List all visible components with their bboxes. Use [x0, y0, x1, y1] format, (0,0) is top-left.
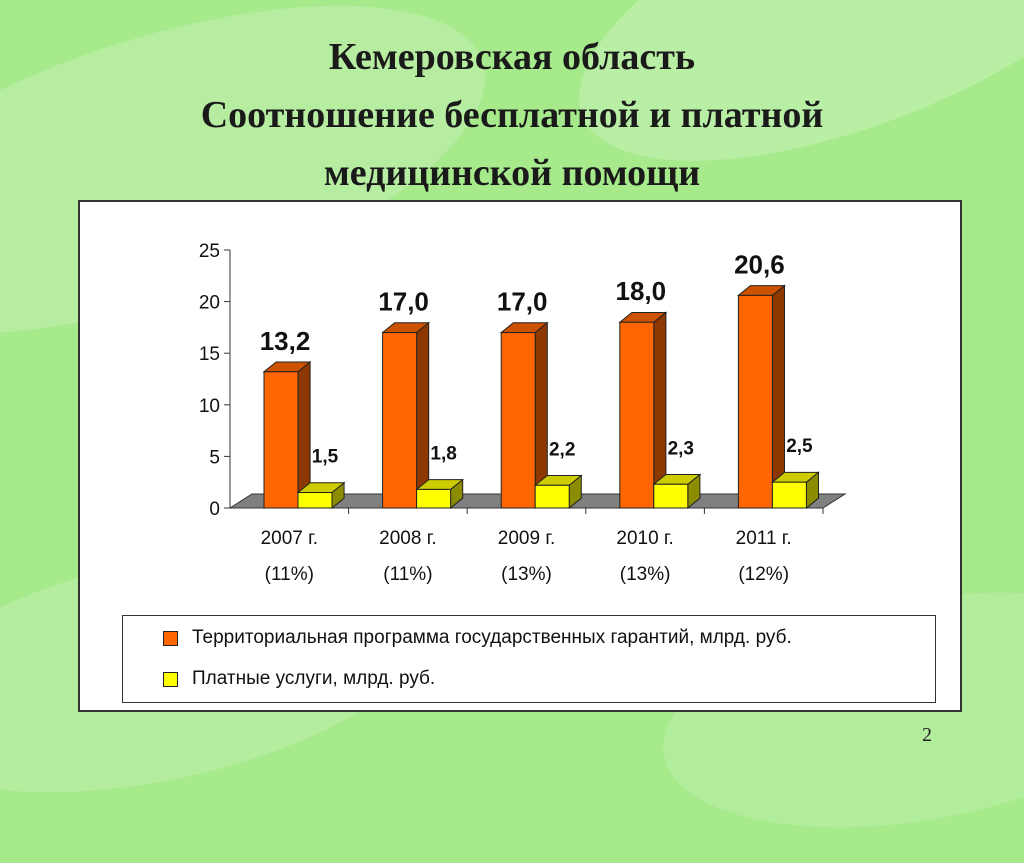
chart-legend: Территориальная программа государственны… [122, 615, 936, 703]
y-tick-label: 5 [209, 447, 220, 468]
data-label: 20,6 [734, 249, 785, 279]
x-tick-sublabel: (13%) [620, 564, 671, 585]
y-tick-label: 15 [199, 344, 220, 365]
slide-title: Кемеровская область Соотношение бесплатн… [0, 28, 1024, 202]
bar-program [263, 371, 299, 509]
data-label: 13,2 [260, 326, 311, 356]
bar-chart: 0 5 10 15 20 25 2007 г. (11%) 2008 г. (11%) 2009 г… [199, 241, 847, 585]
bar-side-face [416, 321, 430, 510]
y-tick-label: 20 [199, 293, 220, 314]
bar-paid-services [771, 481, 807, 509]
data-label: 18,0 [615, 276, 666, 306]
x-tick-sublabel: (13%) [501, 564, 552, 585]
y-tick-label: 10 [199, 396, 220, 417]
x-tick-label: 2008 г. [379, 528, 436, 549]
slide-number: 2 [922, 724, 932, 746]
data-label: 2,3 [668, 438, 694, 459]
data-label: 2,2 [549, 439, 575, 460]
bar-program [382, 332, 418, 509]
legend-label: Территориальная программа государственны… [192, 627, 792, 648]
bar-paid-services [297, 492, 333, 509]
y-tick-label: 0 [209, 499, 220, 520]
legend-label: Платные услуги, млрд. руб. [192, 668, 436, 689]
slide-title-line: медицинской помощи [323, 152, 701, 194]
bar-paid-services [653, 483, 689, 509]
y-tick-label: 25 [199, 241, 220, 262]
x-tick-sublabel: (11%) [383, 564, 432, 585]
x-tick-label: 2011 г. [736, 528, 792, 549]
x-tick-label: 2010 г. [616, 528, 673, 549]
data-label: 1,5 [312, 447, 339, 468]
x-tick-label: 2007 г. [261, 528, 318, 549]
bar-program [737, 294, 773, 509]
legend-item-series-1: Территориальная программа государственны… [163, 626, 792, 650]
data-label: 2,5 [786, 436, 813, 457]
slide-title-line: Соотношение бесплатной и платной [200, 94, 824, 136]
data-label: 17,0 [497, 287, 548, 317]
bar-paid-services [416, 488, 452, 509]
x-tick-sublabel: (11%) [265, 564, 314, 585]
data-label: 1,8 [430, 443, 456, 464]
bar-program [619, 321, 655, 509]
bar-paid-services [534, 484, 570, 509]
bar-program [500, 332, 536, 509]
legend-item-series-2: Платные услуги, млрд. руб. [163, 667, 435, 691]
x-tick-sublabel: (12%) [738, 564, 789, 585]
legend-swatch-yellow [163, 671, 178, 687]
data-label: 17,0 [378, 287, 429, 317]
slide-title-line: Кемеровская область [328, 36, 696, 78]
legend-swatch-orange [163, 630, 178, 646]
x-tick-label: 2009 г. [498, 528, 555, 549]
